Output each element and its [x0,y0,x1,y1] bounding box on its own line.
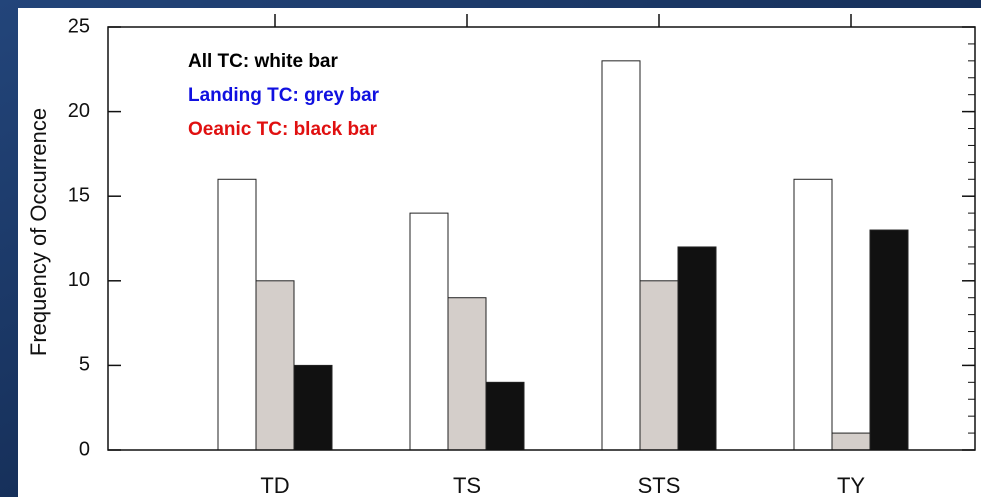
bar [869,229,909,451]
y-axis-label: Frequency of Occurrence [26,108,51,356]
bar [485,381,525,451]
bar [217,178,257,451]
bar [793,178,833,451]
bar [677,246,717,451]
y-tick-label: 10 [68,269,90,291]
y-tick-label: 15 [68,184,90,206]
x-tick-label: TD [260,473,289,497]
plot-frame [107,26,976,451]
y-tick-label: 20 [68,100,90,122]
y-tick-label: 0 [79,438,90,460]
x-tick-label: TS [453,473,481,497]
bar [293,364,333,451]
x-tick-label: STS [638,473,681,497]
bar [447,297,487,451]
y-tick-label: 5 [79,354,90,376]
bar [639,280,679,451]
bar [831,432,871,451]
bar [601,60,641,451]
bar [409,212,449,451]
legend-entry: Oeanic TC: black bar [188,119,378,140]
bar [255,280,295,451]
y-tick-label: 25 [68,15,90,37]
x-tick-label: TY [837,473,865,497]
legend-entry: Landing TC: grey bar [188,85,380,106]
legend-entry: All TC: white bar [188,51,339,72]
